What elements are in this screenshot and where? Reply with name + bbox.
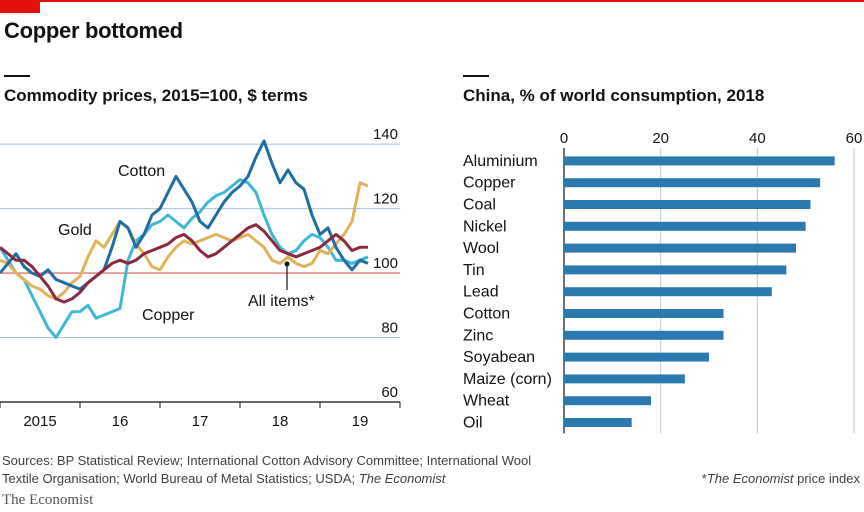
bar-category-label: Aluminium bbox=[463, 153, 538, 170]
series-line-cotton bbox=[0, 139, 369, 291]
bar-category-label: Wheat bbox=[463, 393, 510, 410]
bar-category-label: Oil bbox=[463, 415, 483, 432]
x-tick-label: 60 bbox=[846, 130, 863, 147]
bar bbox=[564, 287, 772, 297]
bar-category-label: Tin bbox=[463, 262, 485, 279]
bar-category-label: Cotton bbox=[463, 306, 510, 323]
bar bbox=[564, 374, 685, 384]
top-red-line bbox=[0, 0, 864, 2]
series-line-allitems bbox=[0, 223, 368, 304]
x-tick-label: 19 bbox=[352, 413, 369, 430]
annotation-gold: Gold bbox=[58, 222, 92, 239]
y-tick-label: 140 bbox=[373, 126, 398, 143]
page-title: Copper bottomed bbox=[4, 18, 183, 43]
x-tick-label: 17 bbox=[192, 413, 209, 430]
bar-category-label: Coal bbox=[463, 197, 496, 214]
bar bbox=[564, 309, 724, 318]
bar bbox=[564, 156, 835, 166]
bar-category-label: Lead bbox=[463, 284, 499, 301]
y-tick-label: 120 bbox=[373, 191, 398, 208]
bar-category-label: Zinc bbox=[463, 327, 493, 344]
bar-category-label: Maize (corn) bbox=[463, 371, 552, 388]
bar bbox=[564, 265, 787, 275]
line-chart: 60 80 100 120 140 2015 16 17 18 19 Cotton Gold Coppe… bbox=[0, 126, 401, 430]
bar-chart: 0 20 40 60 Aluminium Copper Coal Nickel Wool Tin L… bbox=[463, 130, 863, 434]
x-tick-label: 40 bbox=[749, 130, 766, 147]
footnote-economist: The Economist bbox=[706, 471, 794, 486]
bar bbox=[564, 200, 811, 209]
left-chart-title: Commodity prices, 2015=100, $ terms bbox=[4, 86, 308, 105]
sources-line-1: Sources: BP Statistical Review; Internat… bbox=[2, 453, 532, 468]
x-tick-label: 16 bbox=[112, 413, 129, 430]
y-tick-label: 80 bbox=[381, 320, 398, 337]
left-chart-rule bbox=[4, 75, 30, 77]
y-tick-label: 60 bbox=[381, 384, 398, 401]
series-line-copper bbox=[0, 178, 369, 339]
sources-line-2: Textile Organisation; World Bureau of Me… bbox=[2, 471, 445, 486]
bar-category-label: Soyabean bbox=[463, 349, 535, 366]
annotation-copper: Copper bbox=[142, 307, 195, 324]
brand-logo-text: The Economist bbox=[2, 492, 94, 508]
bar bbox=[564, 396, 651, 406]
bar bbox=[564, 221, 806, 231]
x-tick-label: 2015 bbox=[23, 413, 56, 430]
annotation-cotton: Cotton bbox=[118, 163, 165, 180]
bar bbox=[564, 178, 821, 188]
footnote: *The Economist price index bbox=[702, 471, 860, 486]
x-tick-label: 20 bbox=[652, 130, 669, 147]
series-line-gold bbox=[0, 181, 369, 301]
right-chart-rule bbox=[463, 75, 489, 77]
y-tick-label: 100 bbox=[373, 255, 398, 272]
annotation-allitems: All items* bbox=[248, 293, 315, 310]
bar bbox=[564, 418, 632, 427]
x-tick-label: 18 bbox=[272, 413, 289, 430]
red-tab bbox=[0, 0, 40, 13]
footnote-rest: price index bbox=[793, 471, 860, 486]
sources-line-2-text: Textile Organisation; World Bureau of Me… bbox=[2, 471, 359, 486]
bar-category-label: Nickel bbox=[463, 218, 507, 235]
bar-category-label: Copper bbox=[463, 175, 516, 192]
bar-category-label: Wool bbox=[463, 240, 499, 257]
right-chart-title: China, % of world consumption, 2018 bbox=[463, 86, 765, 105]
x-tick-label: 0 bbox=[560, 130, 568, 147]
sources-economist: The Economist bbox=[358, 471, 446, 486]
bar bbox=[564, 243, 796, 253]
footnote-star: * bbox=[701, 471, 707, 486]
annotation-pointer-dot bbox=[284, 261, 290, 267]
bar bbox=[564, 352, 709, 362]
bar bbox=[564, 330, 724, 340]
